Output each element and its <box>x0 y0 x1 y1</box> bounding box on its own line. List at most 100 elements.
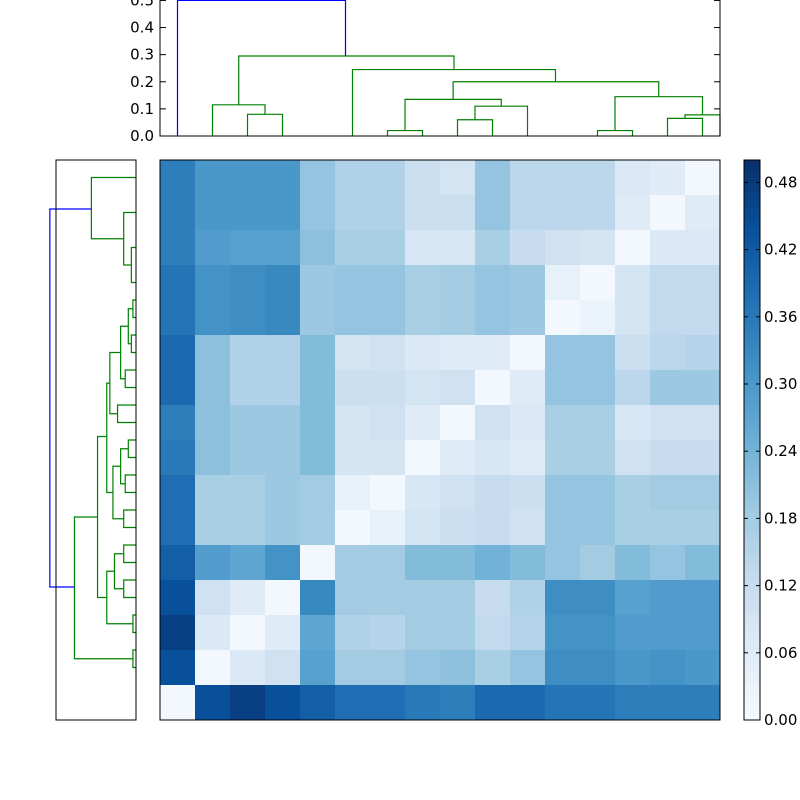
heatmap-cell <box>545 685 581 721</box>
dendrogram-link <box>666 117 704 136</box>
heatmap-cell <box>265 440 301 476</box>
heatmap-cell <box>650 265 686 301</box>
dendrogram-link <box>106 382 113 494</box>
heatmap-cell <box>580 405 616 441</box>
top-ytick-label: 0.3 <box>130 46 154 64</box>
heatmap-cell <box>405 195 441 231</box>
heatmap-cell <box>615 440 651 476</box>
heatmap-cell <box>160 335 196 371</box>
heatmap-cell <box>650 615 686 651</box>
heatmap-cell <box>370 685 406 721</box>
heatmap-cell <box>335 265 371 301</box>
heatmap-cell <box>160 230 196 266</box>
heatmap-cell <box>510 265 546 301</box>
heatmap-cell <box>510 370 546 406</box>
heatmap-cell <box>405 545 441 581</box>
heatmap-cell <box>510 230 546 266</box>
heatmap-cell <box>650 545 686 581</box>
heatmap-cell <box>195 685 231 721</box>
colorbar-tick-label: 0.30 <box>764 375 797 393</box>
heatmap-cell <box>265 370 301 406</box>
heatmap-cell <box>230 440 266 476</box>
heatmap-cell <box>160 440 196 476</box>
heatmap-cell <box>335 685 371 721</box>
heatmap-cell <box>580 615 616 651</box>
heatmap-cell <box>650 650 686 686</box>
heatmap-cell <box>615 580 651 616</box>
dendrogram-link <box>123 544 136 564</box>
heatmap-cell <box>440 615 476 651</box>
heatmap-cell <box>510 300 546 336</box>
heatmap-cell <box>160 405 196 441</box>
heatmap-cell <box>475 580 511 616</box>
heatmap-cell <box>300 195 336 231</box>
heatmap-cell <box>405 580 441 616</box>
heatmap-cell <box>300 650 336 686</box>
heatmap-cell <box>615 685 651 721</box>
heatmap-cell <box>475 160 511 196</box>
heatmap-cell <box>335 300 371 336</box>
heatmap-cell <box>475 685 511 721</box>
heatmap-cell <box>265 300 301 336</box>
heatmap-cell <box>545 265 581 301</box>
heatmap-cell <box>300 405 336 441</box>
heatmap-cell <box>160 650 196 686</box>
dendrogram-link <box>96 435 107 599</box>
heatmap-cell <box>265 230 301 266</box>
heatmap-cell <box>265 335 301 371</box>
heatmap-cell <box>405 300 441 336</box>
heatmap-cell <box>265 405 301 441</box>
heatmap-cell <box>685 615 721 651</box>
heatmap-cell <box>335 615 371 651</box>
heatmap-cell <box>545 615 581 651</box>
heatmap-cell <box>265 195 301 231</box>
heatmap-cell <box>475 545 511 581</box>
heatmap-cell <box>685 300 721 336</box>
heatmap-cell <box>265 510 301 546</box>
heatmap-cell <box>685 650 721 686</box>
dendrogram-link <box>123 579 136 599</box>
heatmap-cell <box>440 370 476 406</box>
heatmap-cell <box>335 230 371 266</box>
heatmap-cell <box>545 335 581 371</box>
dendrogram-link <box>130 246 136 284</box>
heatmap-cell <box>370 370 406 406</box>
heatmap-cell <box>300 265 336 301</box>
top-ytick-label: 0.0 <box>130 127 154 145</box>
dendrogram-link <box>120 325 129 380</box>
heatmap-cell <box>300 615 336 651</box>
heatmap-cell <box>615 335 651 371</box>
colorbar-tick-label: 0.36 <box>764 308 797 326</box>
heatmap-cell <box>230 580 266 616</box>
heatmap-cell <box>195 230 231 266</box>
heatmap-cell <box>405 335 441 371</box>
heatmap-cell <box>510 475 546 511</box>
heatmap-cell <box>545 300 581 336</box>
heatmap-cell <box>580 685 616 721</box>
heatmap-cell <box>195 335 231 371</box>
dendrogram-link <box>127 439 136 459</box>
heatmap-cell <box>510 335 546 371</box>
heatmap-cell <box>370 475 406 511</box>
heatmap-cell <box>230 615 266 651</box>
heatmap-cell <box>650 685 686 721</box>
heatmap-cell <box>440 440 476 476</box>
colorbar-tick-label: 0.12 <box>764 577 797 595</box>
heatmap-cell <box>335 335 371 371</box>
heatmap-cell <box>650 300 686 336</box>
heatmap-cell <box>230 650 266 686</box>
heatmap-cell <box>370 650 406 686</box>
heatmap-cell <box>545 195 581 231</box>
heatmap-cell <box>160 580 196 616</box>
heatmap-cell <box>370 545 406 581</box>
heatmap-cell <box>265 160 301 196</box>
heatmap-cell <box>475 405 511 441</box>
heatmap-cell <box>685 510 721 546</box>
dendrogram-link <box>456 119 494 136</box>
heatmap-cell <box>545 475 581 511</box>
heatmap-cell <box>440 545 476 581</box>
heatmap-cell <box>405 475 441 511</box>
colorbar-frame <box>743 159 761 721</box>
heatmap-cell <box>650 370 686 406</box>
